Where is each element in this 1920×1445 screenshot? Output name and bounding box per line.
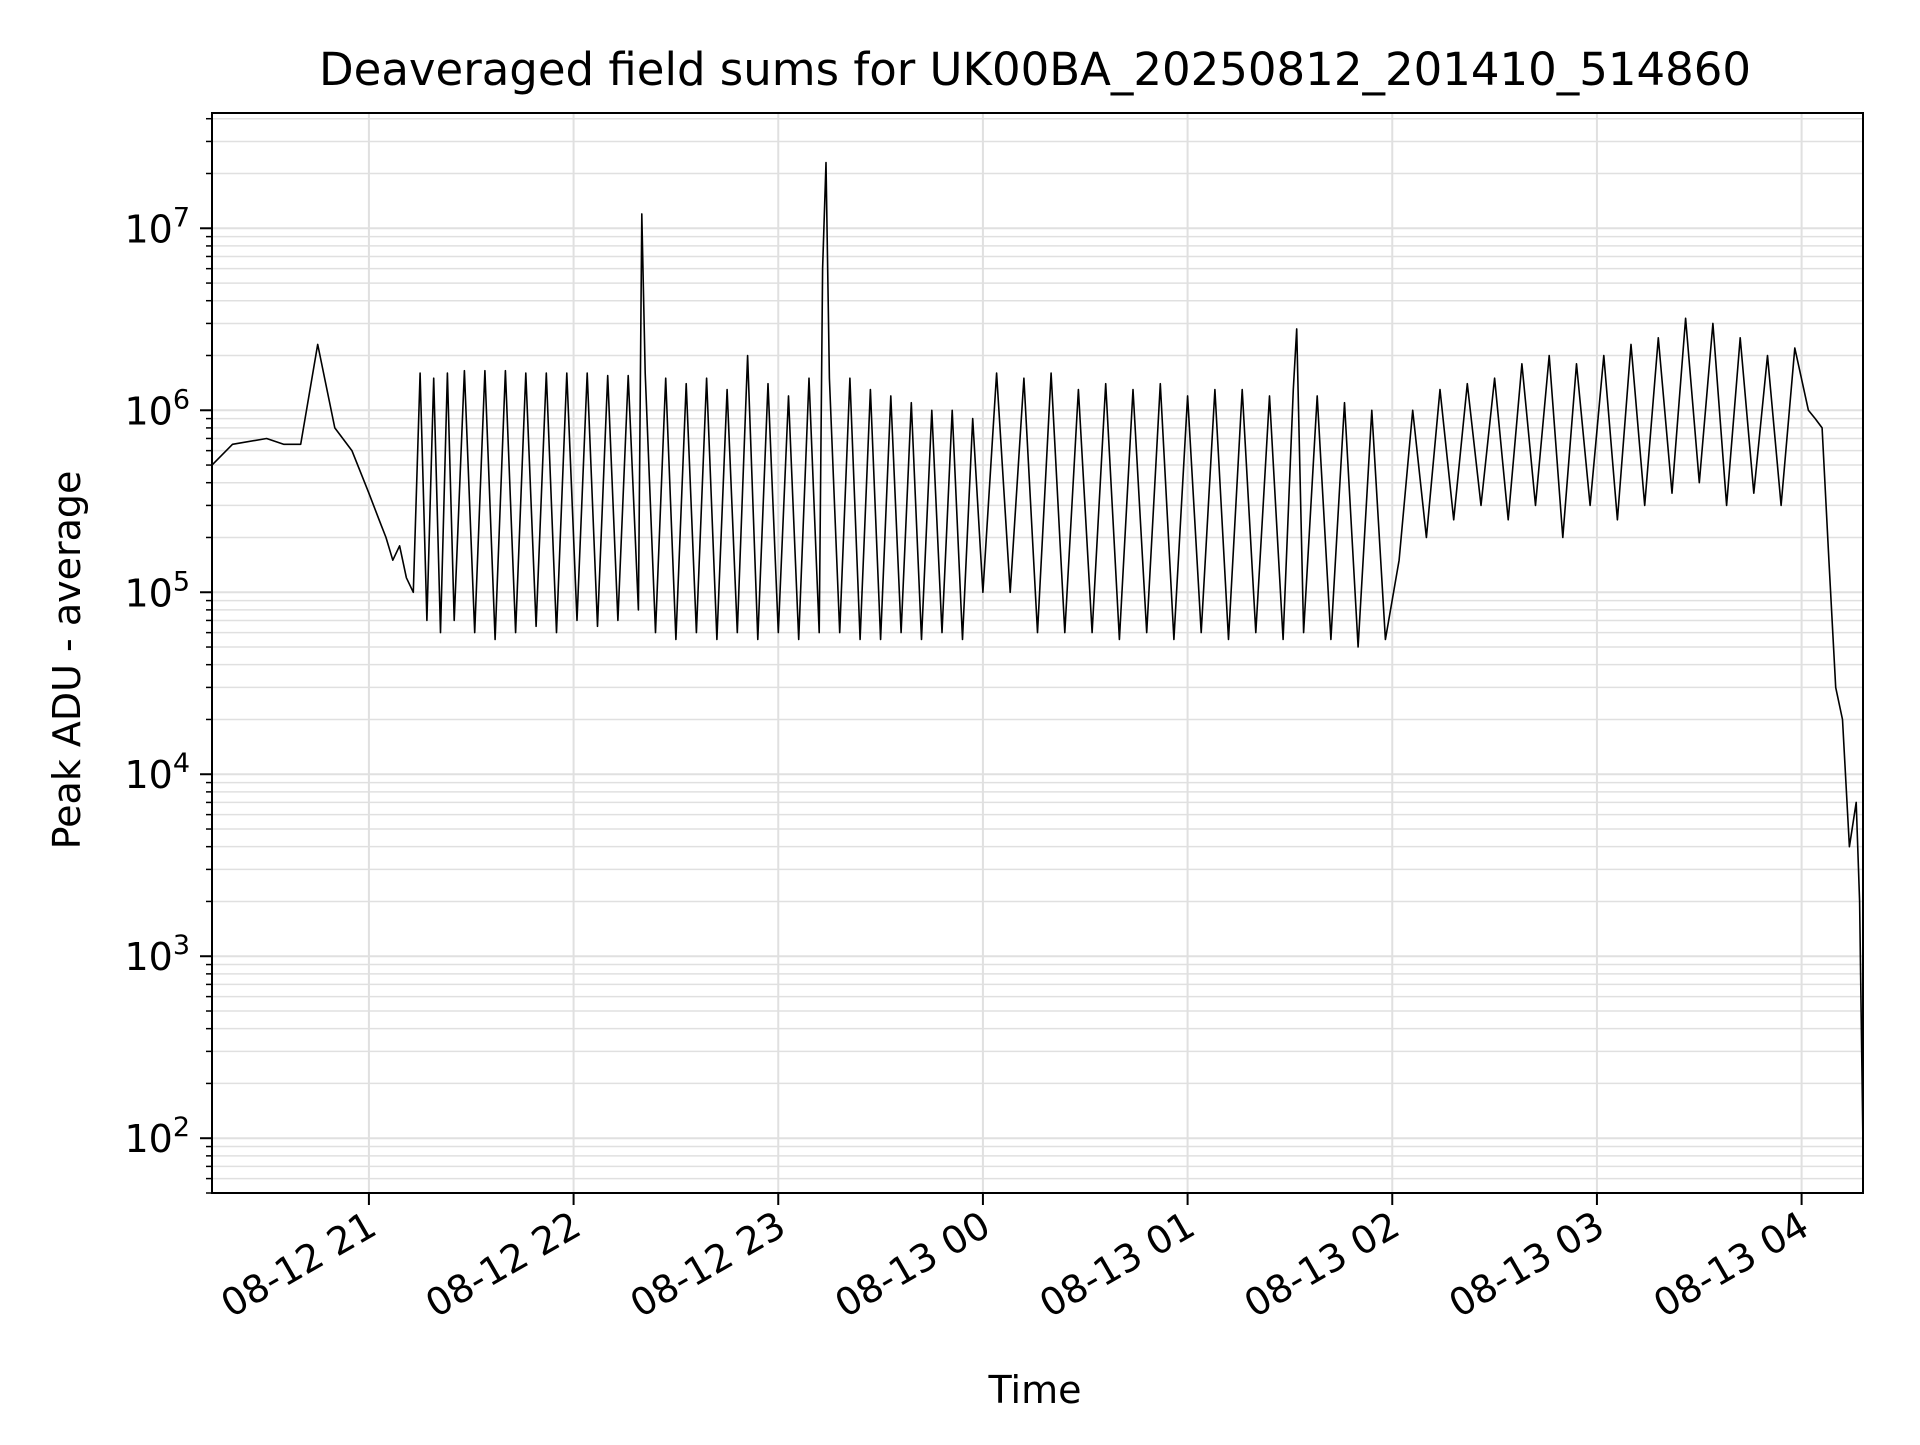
y-tick-label: 106 (124, 384, 190, 433)
grid (212, 113, 1863, 1194)
y-tick-label: 107 (124, 202, 190, 251)
y-tick-label: 102 (124, 1112, 190, 1161)
series-line (211, 161, 1864, 1147)
y-tick-label: 104 (124, 748, 190, 797)
plot-frame (211, 112, 1864, 1194)
chart-title: Deaveraged field sums for UK00BA_2025081… (319, 43, 1751, 96)
x-axis-label: Time (988, 1368, 1082, 1412)
y-tick-label: 105 (124, 566, 190, 615)
y-tick-label: 103 (124, 930, 190, 979)
y-axis-label: Peak ADU - average (45, 471, 89, 850)
data-layer (211, 161, 1864, 1147)
